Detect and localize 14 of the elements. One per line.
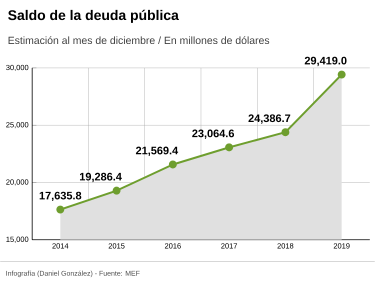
data-label: 21,569.4 bbox=[136, 146, 178, 156]
data-label: 24,386.7 bbox=[248, 114, 290, 124]
point bbox=[338, 70, 346, 79]
data-label: 29,419.0 bbox=[304, 56, 347, 66]
point bbox=[56, 206, 64, 214]
chart-title: Saldo de la deuda pública bbox=[8, 10, 179, 24]
data-label: 19,286.4 bbox=[80, 172, 122, 182]
data-label: 23,064.6 bbox=[192, 130, 234, 140]
point bbox=[225, 144, 234, 152]
chart-subtitle: Estimación al mes de diciembre / En millones de dólares bbox=[8, 36, 270, 44]
point bbox=[112, 186, 121, 195]
point bbox=[281, 128, 290, 136]
data-label: 17,635.8 bbox=[40, 192, 82, 202]
point bbox=[168, 160, 177, 169]
